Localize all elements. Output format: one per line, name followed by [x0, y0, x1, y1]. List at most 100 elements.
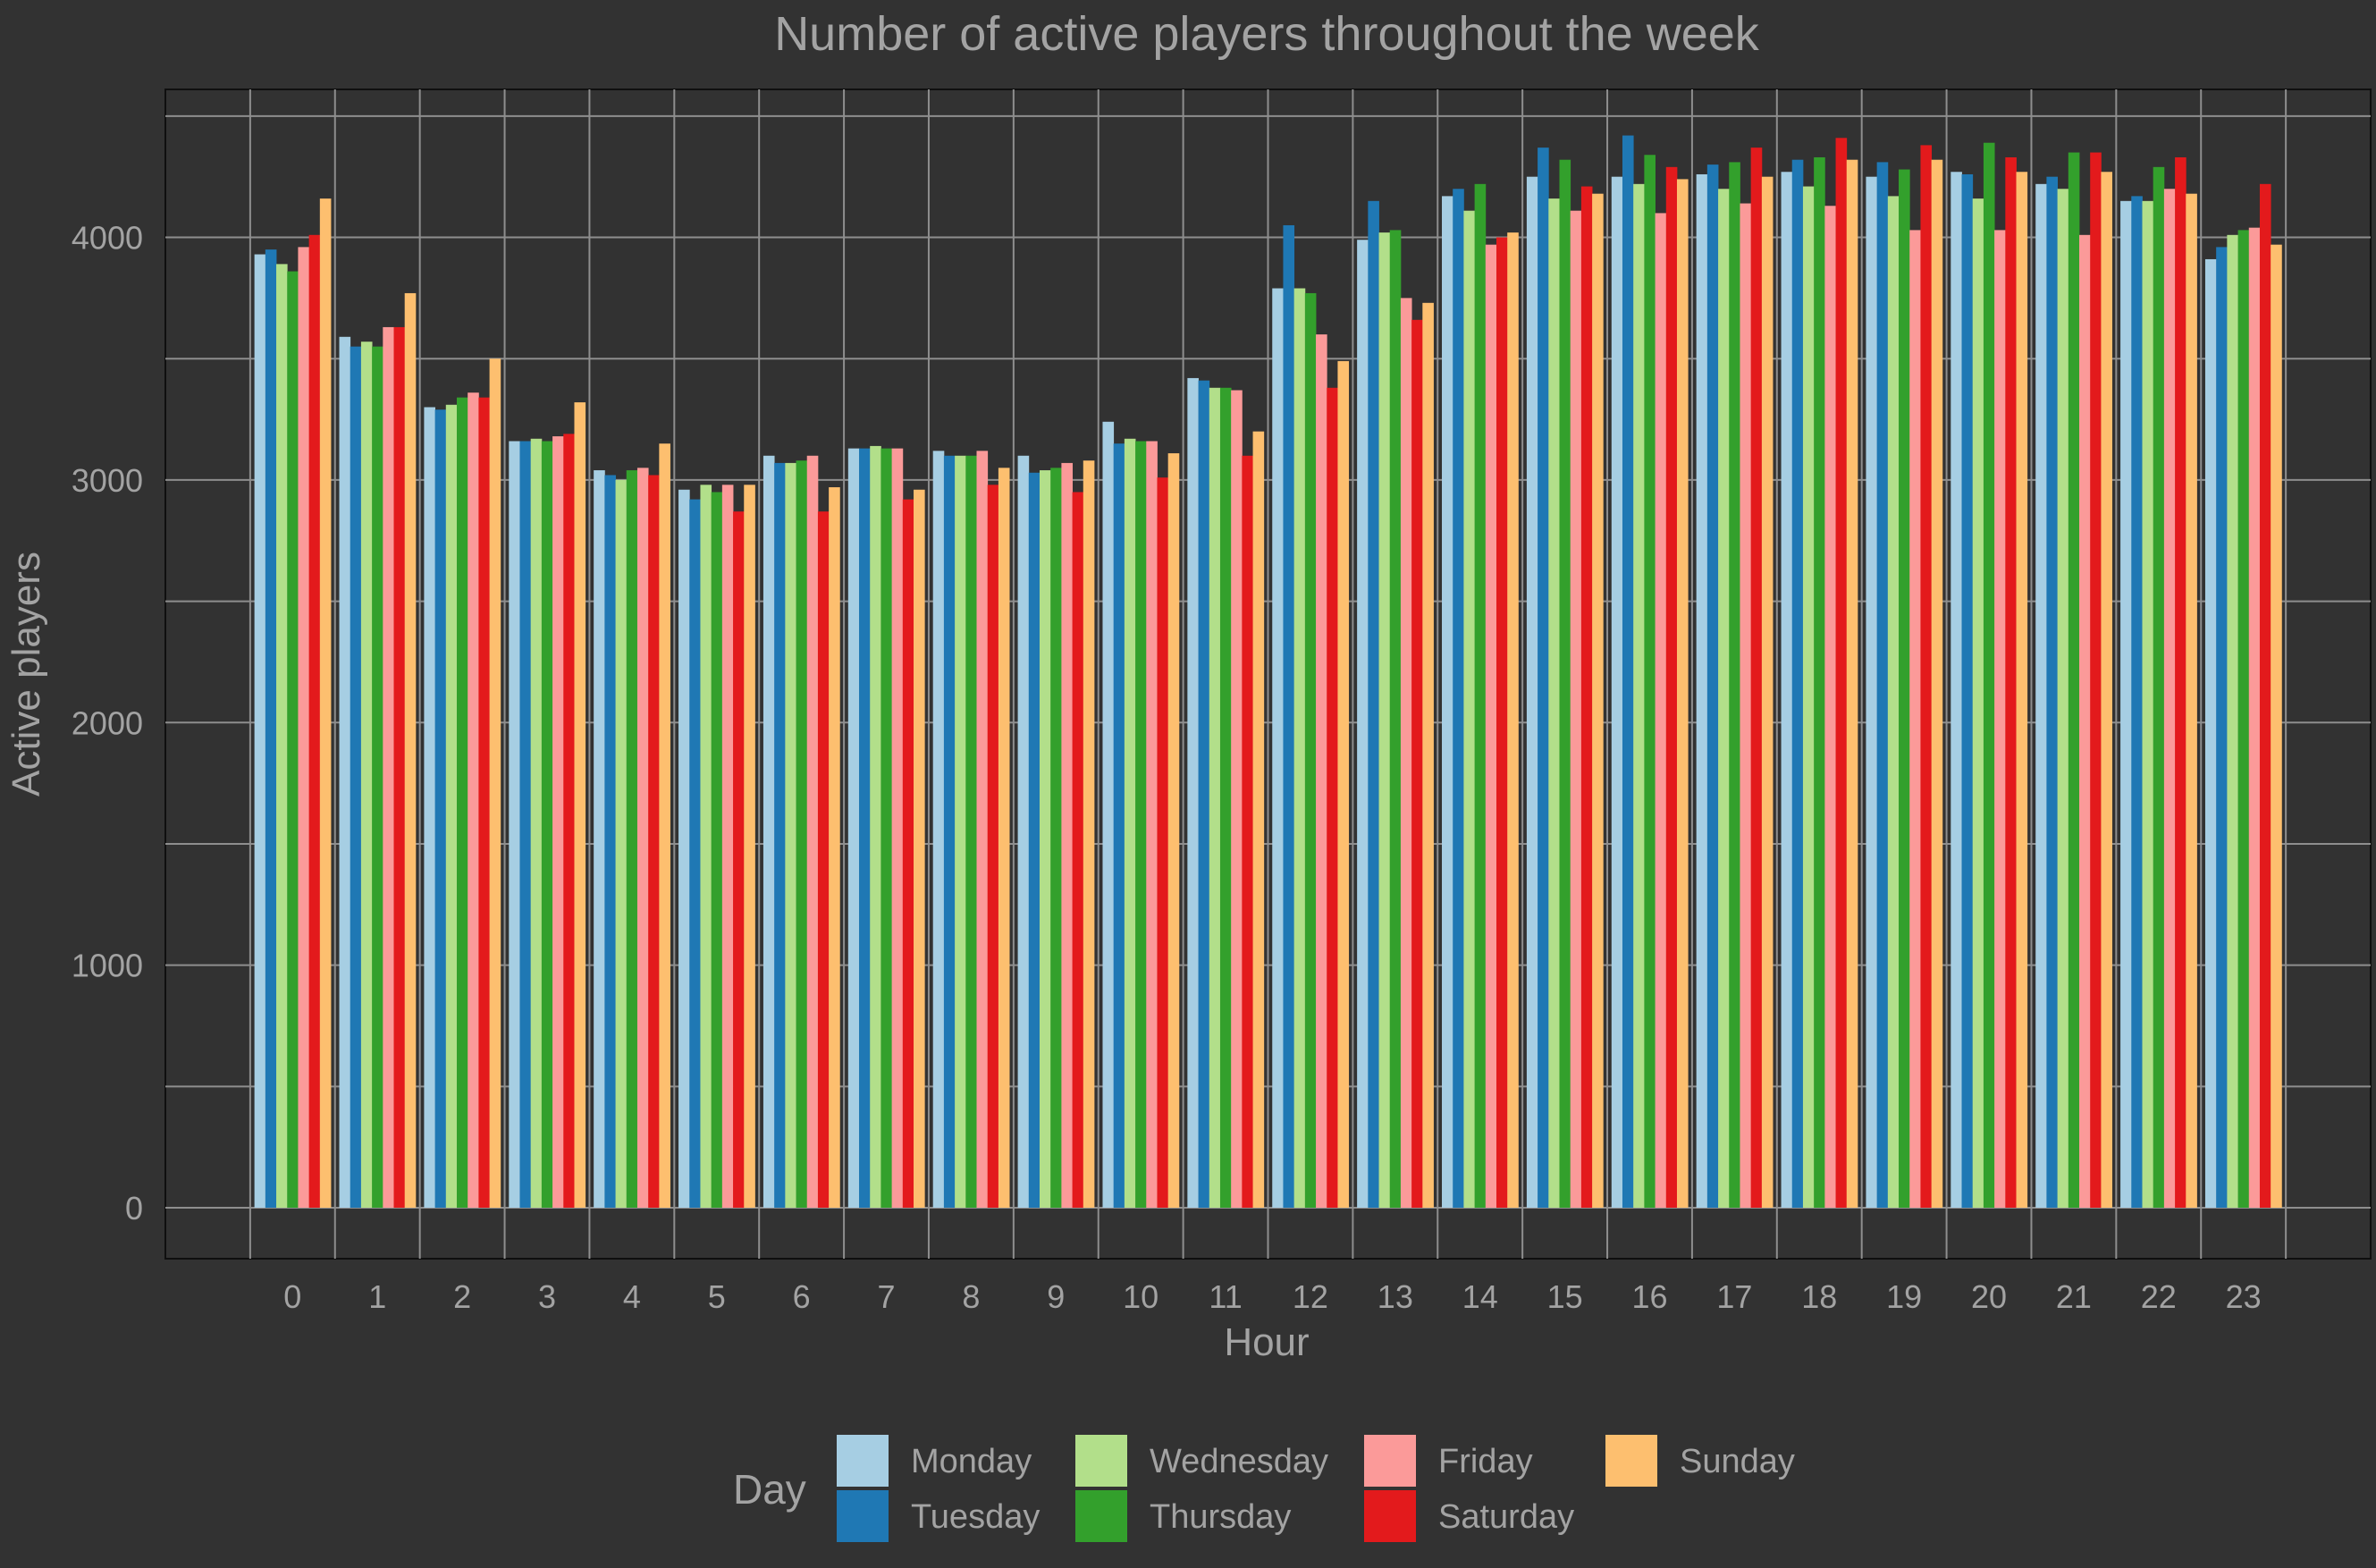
bar-wednesday	[870, 445, 881, 1209]
y-tick-label: 4000	[72, 220, 143, 257]
x-tick-label: 21	[2056, 1278, 2092, 1315]
bar-sunday	[1846, 159, 1858, 1209]
bar-sunday	[744, 485, 755, 1209]
bar-thursday	[1983, 142, 1995, 1209]
bar-friday	[552, 436, 564, 1209]
y-axis-title: Active players	[4, 552, 48, 797]
bar-friday	[1231, 390, 1243, 1209]
bar-friday	[468, 392, 479, 1209]
x-tick-label: 11	[1209, 1278, 1242, 1315]
x-tick-label: 19	[1886, 1278, 1922, 1315]
bar-tuesday	[1791, 159, 1804, 1209]
bar-monday	[594, 470, 605, 1209]
x-tick-label: 23	[2226, 1278, 2262, 1315]
bar-saturday	[1835, 138, 1848, 1209]
bar-monday	[2035, 183, 2047, 1209]
bar-thursday	[796, 460, 808, 1209]
bar-friday	[1994, 230, 2006, 1209]
bar-wednesday	[1548, 198, 1560, 1209]
bar-saturday	[393, 326, 406, 1209]
bar-sunday	[1083, 460, 1095, 1209]
bar-wednesday	[615, 479, 628, 1209]
legend-label-thursday: Thursday	[1150, 1498, 1291, 1536]
bar-saturday	[2090, 152, 2102, 1209]
x-tick-label: 10	[1123, 1278, 1159, 1315]
bar-friday	[298, 247, 310, 1209]
bar-thursday	[541, 441, 553, 1209]
bar-thursday	[1135, 441, 1147, 1209]
bar-sunday	[404, 292, 417, 1209]
bar-tuesday	[1538, 148, 1549, 1209]
bar-friday	[806, 455, 819, 1209]
legend-key-friday	[1364, 1435, 1416, 1487]
bar-wednesday	[1124, 438, 1136, 1209]
bar-tuesday	[1961, 173, 1974, 1209]
legend-label-wednesday: Wednesday	[1150, 1443, 1328, 1480]
bar-sunday	[659, 443, 670, 1209]
bar-wednesday	[1718, 189, 1730, 1209]
bar-sunday	[2016, 172, 2028, 1209]
bar-tuesday	[689, 499, 701, 1209]
bar-monday	[1357, 240, 1369, 1209]
bar-saturday	[987, 485, 999, 1209]
bar-thursday	[1389, 230, 1402, 1209]
bar-tuesday	[2046, 176, 2059, 1209]
bar-friday	[1146, 441, 1158, 1209]
legend-label-saturday: Saturday	[1438, 1498, 1574, 1536]
bar-friday	[1061, 462, 1073, 1209]
bar-monday	[2120, 200, 2132, 1209]
x-axis-title: Hour	[1224, 1320, 1309, 1364]
bar-friday	[1740, 203, 1752, 1209]
bar-monday	[1187, 377, 1199, 1209]
bar-monday	[1951, 172, 1962, 1209]
legend-key-thursday	[1075, 1490, 1127, 1542]
x-tick-label: 12	[1293, 1278, 1328, 1315]
bar-tuesday	[1706, 164, 1719, 1209]
bar-saturday	[1242, 455, 1253, 1209]
x-tick-label: 1	[368, 1278, 386, 1315]
x-tick-label: 16	[1631, 1278, 1667, 1315]
bar-monday	[509, 441, 520, 1209]
bar-friday	[1570, 210, 1582, 1209]
bar-thursday	[1219, 387, 1232, 1209]
bar-friday	[976, 451, 989, 1209]
y-tick-label: 1000	[72, 948, 143, 984]
bar-wednesday	[360, 341, 373, 1209]
bar-sunday	[1167, 453, 1180, 1209]
legend-label-monday: Monday	[911, 1443, 1032, 1480]
x-tick-label: 2	[453, 1278, 471, 1315]
bar-tuesday	[350, 346, 362, 1209]
legend: Day Monday Tuesday Wednesday Thursday Friday…	[733, 1435, 1795, 1542]
legend-label-tuesday: Tuesday	[911, 1498, 1040, 1536]
x-tick-label: 17	[1716, 1278, 1752, 1315]
x-tick-label: 15	[1547, 1278, 1583, 1315]
bar-sunday	[1507, 232, 1519, 1209]
bar-friday	[1400, 298, 1412, 1209]
bar-wednesday	[785, 462, 796, 1209]
bar-friday	[1316, 334, 1327, 1209]
bar-wednesday	[1802, 186, 1815, 1209]
bars	[254, 135, 2282, 1209]
bar-monday	[1781, 172, 1793, 1209]
bar-sunday	[998, 468, 1010, 1209]
y-tick-label: 2000	[72, 704, 143, 741]
bar-wednesday	[2142, 200, 2154, 1209]
bar-tuesday	[434, 409, 447, 1209]
legend-label-sunday: Sunday	[1680, 1443, 1795, 1480]
bar-friday	[2248, 227, 2261, 1209]
bar-sunday	[1676, 179, 1689, 1209]
bar-sunday	[1931, 159, 1943, 1209]
bar-wednesday	[1293, 288, 1306, 1209]
bar-saturday	[648, 475, 660, 1209]
bar-tuesday	[859, 448, 871, 1209]
bar-friday	[383, 326, 394, 1209]
bar-sunday	[914, 489, 925, 1209]
bar-sunday	[1422, 302, 1434, 1209]
legend-key-wednesday	[1075, 1435, 1127, 1487]
x-tick-label: 4	[623, 1278, 641, 1315]
bar-wednesday	[2057, 189, 2069, 1209]
bar-monday	[424, 407, 435, 1209]
x-tick-label: 8	[962, 1278, 980, 1315]
